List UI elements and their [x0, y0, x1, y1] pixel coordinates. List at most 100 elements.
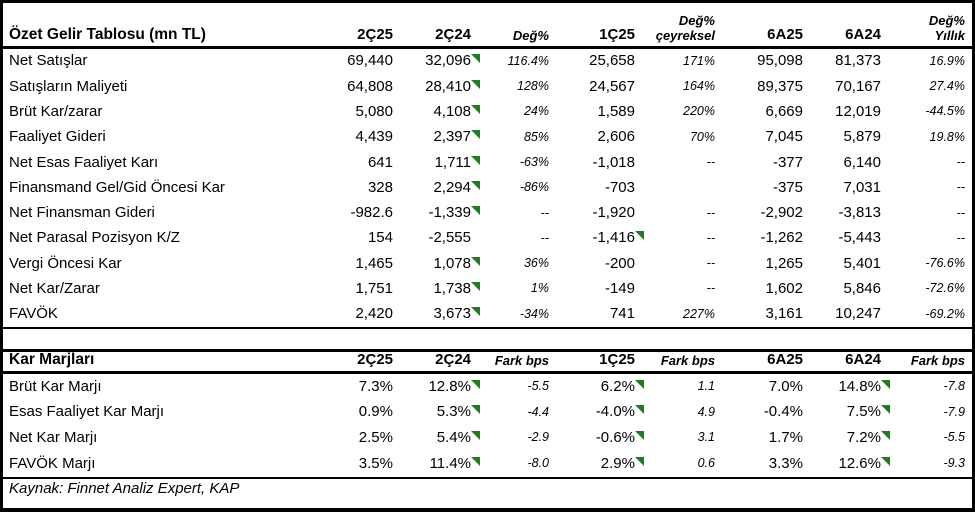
- cell: 5,846: [843, 280, 881, 298]
- cell: 24%: [523, 104, 549, 119]
- cell: -4.0%: [549, 404, 644, 421]
- cell: 69,440: [347, 52, 393, 70]
- margin-table-body: Brüt Kar Marjı 7.3% 12.8% -5.5 6.2% 1.1 7.0% 14…: [3, 374, 972, 476]
- cell: 3,673: [393, 306, 480, 323]
- cell: --: [956, 230, 965, 245]
- cell: --: [706, 205, 715, 220]
- green-flag-icon: [635, 231, 644, 241]
- cell: 19.8%: [929, 129, 965, 144]
- cell: -2,902: [760, 204, 803, 222]
- cell: 5,879: [843, 128, 881, 146]
- cell: 1,465: [355, 254, 393, 272]
- cell: -200: [604, 254, 635, 272]
- cell: -72.6%: [925, 281, 965, 296]
- cell: --: [540, 230, 549, 245]
- cell: 1%: [530, 281, 549, 296]
- column-header: Fark bps: [660, 352, 715, 368]
- cell: 1.1: [697, 379, 715, 394]
- green-flag-icon: [471, 180, 480, 190]
- column-header: 2Ç25: [357, 350, 393, 368]
- column-header: 6A25: [767, 25, 803, 43]
- green-flag-icon: [471, 130, 480, 140]
- column-header: 2Ç25: [357, 25, 393, 43]
- cell: 27.4%: [929, 79, 965, 94]
- column-header: Fark bps: [910, 352, 965, 368]
- green-flag-icon: [881, 405, 890, 415]
- cell: 641: [367, 153, 393, 171]
- cell: --: [706, 154, 715, 169]
- table-row: Net Finansman Gideri -982.6 -1,339 -- -1,920…: [3, 201, 972, 226]
- cell: -69.2%: [925, 306, 965, 321]
- cell: 328: [367, 178, 393, 196]
- cell: 2.5%: [358, 429, 393, 446]
- table-row: Finansmand Gel/Gid Öncesi Kar 328 2,294 -86…: [3, 175, 972, 200]
- table-row: Net Esas Faaliyet Karı 641 1,711 -63% -1,018…: [3, 150, 972, 175]
- row-label: Net Kar/Zarar: [9, 280, 100, 298]
- green-flag-icon: [471, 456, 480, 466]
- cell: 12.6%: [803, 455, 890, 473]
- green-flag-icon: [471, 307, 480, 317]
- cell: -2.9: [527, 430, 549, 445]
- green-flag-icon: [471, 104, 480, 114]
- cell: -703: [604, 178, 635, 196]
- cell: 4,108: [393, 103, 480, 121]
- cell: 7.0%: [768, 377, 803, 395]
- cell: 24,567: [589, 77, 635, 95]
- cell: 7,045: [765, 128, 803, 146]
- cell: -63%: [519, 154, 549, 169]
- cell: 1,738: [393, 280, 480, 298]
- cell: 220%: [683, 104, 715, 119]
- cell: 14.8%: [803, 378, 890, 396]
- table-row: Vergi Öncesi Kar 1,465 1,078 36% -200 -- 1,265…: [3, 251, 972, 276]
- row-label: Net Esas Faaliyet Karı: [9, 153, 159, 171]
- row-label: FAVÖK Marjı: [9, 454, 96, 472]
- row-label: FAVÖK: [9, 305, 58, 323]
- green-flag-icon: [471, 431, 480, 440]
- margin-table-title: Kar Marjları: [9, 351, 95, 369]
- cell: 4.9: [697, 404, 715, 419]
- row-label: Brüt Kar/zarar: [9, 102, 103, 120]
- cell: 3,161: [765, 305, 803, 323]
- cell: 116.4%: [507, 53, 549, 68]
- table-row: Esas Faaliyet Kar Marjı 0.9% 5.3% -4.4 -4.0%…: [3, 400, 972, 426]
- cell: 36%: [523, 256, 549, 271]
- cell: 3.3%: [768, 454, 803, 472]
- cell: -3,813: [838, 204, 881, 222]
- cell: 12,019: [835, 102, 881, 120]
- cell: 741: [609, 305, 635, 323]
- table-row: Brüt Kar/zarar 5,080 4,108 24% 1,589 220% 6,66…: [3, 100, 972, 125]
- cell: -5.5: [943, 430, 965, 445]
- table-row: Satışların Maliyeti 64,808 28,410 128% 24,56…: [3, 74, 972, 99]
- income-table-body: Net Satışlar 69,440 32,096 116.4% 25,658 171%…: [3, 49, 972, 330]
- green-flag-icon: [881, 379, 890, 389]
- table-row: Net Parasal Pozisyon K/Z 154 -2,555 -- -1,41…: [3, 226, 972, 251]
- cell: --: [956, 154, 965, 169]
- cell: 2.9%: [549, 455, 644, 473]
- cell: --: [706, 256, 715, 271]
- cell: 1.7%: [768, 429, 803, 446]
- cell: 4,439: [355, 128, 393, 146]
- cell: --: [956, 180, 965, 195]
- column-header: Değ% Yıllık: [928, 13, 965, 43]
- cell: 5,080: [355, 102, 393, 120]
- cell: 25,658: [589, 52, 635, 70]
- cell: -149: [604, 280, 635, 298]
- row-label: Net Finansman Gideri: [9, 204, 155, 222]
- green-flag-icon: [635, 456, 644, 466]
- green-flag-icon: [881, 456, 890, 466]
- cell: -4.4: [527, 404, 549, 419]
- column-header: 1Ç25: [599, 25, 635, 43]
- green-flag-icon: [471, 54, 480, 64]
- cell: 1,711: [393, 154, 480, 172]
- cell: -1,262: [760, 229, 803, 247]
- cell: -8.0: [527, 455, 549, 470]
- cell: 32,096: [393, 53, 480, 70]
- cell: 16.9%: [929, 53, 965, 68]
- table-row: Net Kar Marjı 2.5% 5.4% -2.9 -0.6% 3.1 1.7% 7.2…: [3, 425, 972, 451]
- table-row: Faaliyet Gideri 4,439 2,397 85% 2,606 70% 7,04…: [3, 125, 972, 150]
- green-flag-icon: [881, 431, 890, 440]
- cell: -1,339: [393, 204, 480, 222]
- cell: --: [956, 205, 965, 220]
- green-flag-icon: [471, 206, 480, 216]
